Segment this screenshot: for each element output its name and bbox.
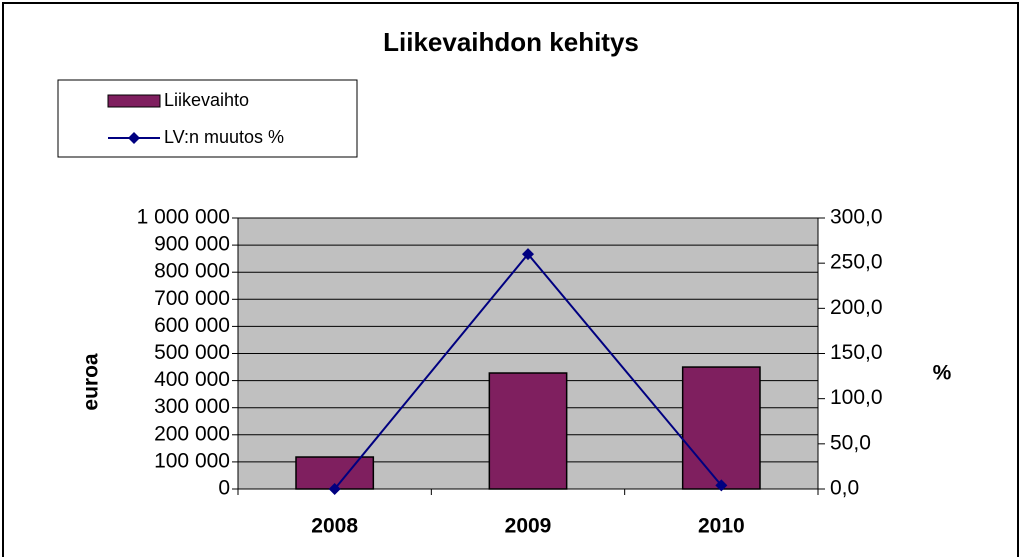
- x-tick-label: 2009: [505, 515, 552, 538]
- y-tick-label: 400 000: [154, 368, 230, 391]
- y2-axis-title: %: [933, 362, 952, 385]
- legend-swatch: [107, 94, 161, 108]
- y-tick-label: 500 000: [154, 341, 230, 364]
- y2-tick-label: 250,0: [830, 251, 883, 274]
- legend-label: Liikevaihto: [164, 90, 249, 110]
- x-tick-label: 2010: [698, 515, 745, 538]
- y-tick-label: 0: [218, 477, 230, 500]
- y-tick-label: 100 000: [154, 449, 230, 472]
- x-tick-label: 2008: [311, 515, 358, 538]
- y-axis-title: euroa: [80, 353, 103, 411]
- legend-label: LV:n muutos %: [164, 127, 284, 147]
- line-marker: [715, 479, 728, 492]
- y-tick-label: 1 000 000: [137, 206, 230, 229]
- y-tick-label: 200 000: [154, 422, 230, 445]
- y-tick-label: 600 000: [154, 314, 230, 337]
- y-tick-label: 300 000: [154, 395, 230, 418]
- y2-tick-label: 200,0: [830, 296, 883, 319]
- line-marker: [522, 248, 534, 261]
- y2-tick-label: 300,0: [830, 206, 883, 229]
- bar: [488, 372, 568, 490]
- legend-box: [57, 79, 358, 158]
- y2-tick-label: 150,0: [830, 341, 883, 364]
- line-marker: [328, 483, 341, 495]
- y-tick-label: 700 000: [154, 287, 230, 310]
- legend-swatch-marker: [128, 132, 140, 144]
- y2-tick-label: 0,0: [830, 477, 859, 500]
- y-tick-label: 900 000: [154, 233, 230, 256]
- y-tick-label: 800 000: [154, 260, 230, 283]
- bar: [681, 366, 761, 490]
- chart-title: Liikevaihdon kehitys: [383, 27, 639, 57]
- y2-tick-label: 100,0: [830, 386, 883, 409]
- y2-tick-label: 50,0: [830, 431, 871, 454]
